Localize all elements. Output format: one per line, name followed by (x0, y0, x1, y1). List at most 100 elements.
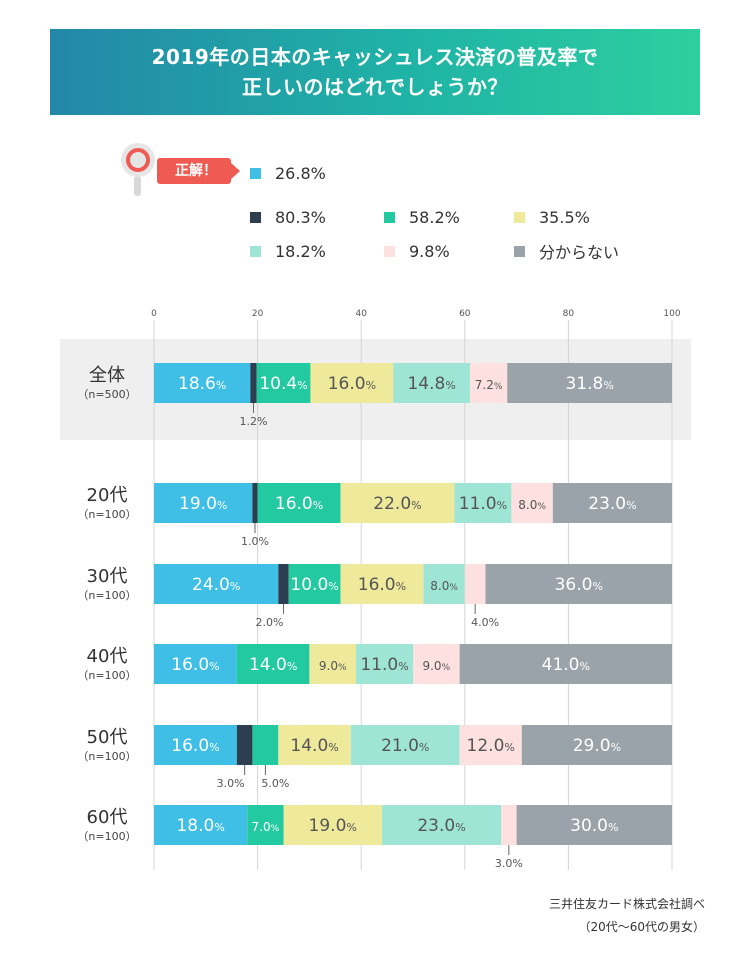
data-label: 36.0% (555, 575, 603, 595)
bar-segment (257, 483, 341, 523)
bar-segment (256, 363, 311, 403)
legend-item: 80.3% (250, 207, 326, 227)
data-label: 41.0% (542, 655, 590, 675)
bar-segment (154, 363, 251, 403)
data-label: 11.0% (459, 494, 507, 514)
data-label: 16.0% (275, 494, 323, 514)
data-label: 9.0% (422, 659, 450, 673)
x-tick-label: 80 (563, 309, 575, 319)
bar-segment (236, 725, 253, 765)
legend-label: 35.5% (539, 207, 590, 227)
data-label: 18.0% (176, 816, 224, 836)
row-label-name: 40代 (86, 646, 128, 667)
x-tick-label: 40 (355, 309, 367, 319)
bar-segment (236, 644, 310, 684)
row-label: 20代 （n=100） (62, 485, 152, 523)
data-label: 16.0% (171, 736, 219, 756)
bar-segment (485, 564, 672, 604)
data-label: 9.0% (319, 659, 347, 673)
data-label: 19.0% (309, 816, 357, 836)
data-label: 23.0% (417, 816, 465, 836)
source-line-2: （20代〜60代の男女） (578, 920, 705, 934)
row-label-sample-size: （n=100） (77, 589, 137, 602)
data-label: 30.0% (570, 816, 618, 836)
bar-segment (552, 483, 672, 523)
x-tick-label: 20 (252, 309, 264, 319)
legend-item: 58.2% (384, 207, 460, 227)
data-label: 23.0% (588, 494, 636, 514)
bar-segment (252, 483, 258, 523)
bar-segment (278, 725, 351, 765)
bar-segment (381, 805, 502, 845)
data-label: 29.0% (573, 736, 621, 756)
legend-swatch (384, 245, 395, 257)
bar-segment (393, 363, 470, 403)
data-label: 11.0% (360, 655, 408, 675)
bar-segment (356, 644, 413, 684)
row-label-sample-size: （n=500） (77, 388, 137, 401)
data-label: 16.0% (328, 374, 376, 394)
correct-answer-tag: 正解！ (157, 158, 240, 184)
data-label: 16.0% (358, 575, 406, 595)
row-label-name: 20代 (86, 485, 128, 506)
bar-segment (459, 644, 672, 684)
data-label: 19.0% (179, 494, 227, 514)
data-label: 4.0% (471, 616, 499, 629)
bar-segment (247, 805, 284, 845)
data-label: 21.0% (381, 736, 429, 756)
bar-segment (516, 805, 672, 845)
legend-item: 26.8% (250, 163, 326, 183)
bar-segment (340, 483, 455, 523)
bar-segment (250, 363, 257, 403)
data-label: 22.0% (373, 494, 421, 514)
legend-swatch (250, 245, 261, 257)
bar-segment (288, 564, 341, 604)
data-label: 12.0% (467, 736, 515, 756)
data-label: 8.0% (430, 579, 458, 593)
data-label: 14.8% (407, 374, 455, 394)
legend-swatch (250, 211, 261, 223)
x-tick-label: 100 (663, 309, 680, 319)
row-label: 30代 （n=100） (62, 566, 152, 604)
data-label: 5.0% (261, 777, 289, 790)
bar-segment (511, 483, 553, 523)
data-label: 10.4% (259, 374, 307, 394)
bar-segment (350, 725, 460, 765)
row-label: 40代 （n=100） (62, 646, 152, 684)
bar-segment (278, 564, 289, 604)
data-label: 3.0% (217, 777, 245, 790)
data-label: 18.6% (178, 374, 226, 394)
row-label-name: 60代 (86, 807, 128, 828)
bar-segment (154, 805, 248, 845)
legend-label: 26.8% (275, 163, 326, 183)
bar-segment (252, 725, 279, 765)
data-label: 8.0% (518, 498, 546, 512)
bar-segment (507, 363, 672, 403)
legend-swatch (384, 211, 395, 223)
row-label-name: 全体 (89, 365, 125, 386)
row-label-sample-size: （n=100） (77, 508, 137, 521)
data-label: 1.2% (239, 415, 267, 428)
title-banner: 2019年の日本のキャッシュレス決済の普及率で 正しいのはどれでしょうか？ (50, 29, 700, 115)
legend-item: 35.5% (514, 207, 590, 227)
row-label: 60代 （n=100） (62, 807, 152, 845)
bar-segment (309, 644, 357, 684)
bar-segment (423, 564, 465, 604)
bar-segment (154, 483, 253, 523)
data-label: 16.0% (171, 655, 219, 675)
row-label: 50代 （n=100） (62, 727, 152, 765)
data-label: 10.0% (290, 575, 338, 595)
bar-segment (283, 805, 382, 845)
bar-segment (454, 483, 512, 523)
legend-label: 分からない (539, 243, 620, 262)
bar-segment (501, 805, 517, 845)
row-label-name: 30代 (86, 566, 128, 587)
bar-segment (310, 363, 394, 403)
title-line-1: 2019年の日本のキャッシュレス決済の普及率で (151, 45, 599, 69)
data-label: 7.0% (252, 820, 280, 834)
legend-swatch (250, 167, 261, 179)
bar-segment (154, 564, 279, 604)
legend-item: 9.8% (384, 241, 450, 261)
legend-item: 18.2% (250, 241, 326, 261)
